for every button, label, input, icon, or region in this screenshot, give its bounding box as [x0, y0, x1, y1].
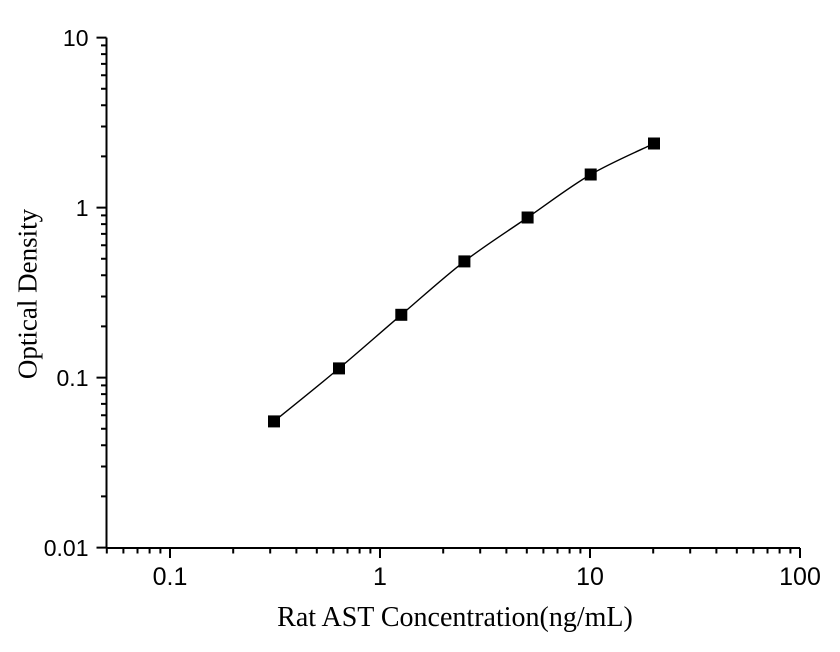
svg-text:0.1: 0.1: [57, 365, 89, 391]
svg-text:10: 10: [576, 563, 604, 591]
svg-text:1: 1: [373, 563, 387, 591]
svg-text:0.1: 0.1: [153, 563, 188, 591]
svg-text:0.01: 0.01: [44, 535, 89, 561]
svg-text:Optical Density: Optical Density: [13, 208, 43, 379]
svg-text:1: 1: [76, 195, 89, 221]
svg-text:100: 100: [779, 563, 821, 591]
svg-text:Rat AST Concentration(ng/mL): Rat AST Concentration(ng/mL): [277, 602, 633, 633]
svg-text:10: 10: [63, 25, 89, 51]
